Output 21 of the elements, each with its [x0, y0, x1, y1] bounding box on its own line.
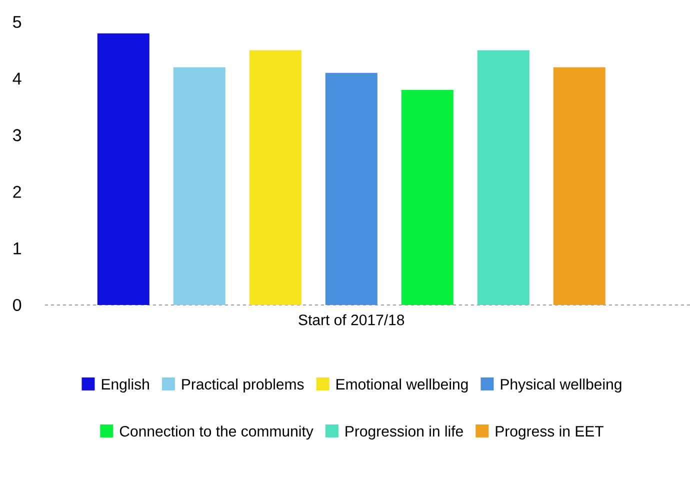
y-tick-label: 1 — [14, 242, 21, 254]
legend-label: English — [102, 378, 149, 393]
y-tick-label: 4 — [12, 72, 22, 84]
bar — [401, 90, 454, 305]
legend-label: Practical problems — [182, 378, 304, 393]
legend-label: Physical wellbeing — [500, 378, 622, 393]
bar — [553, 67, 606, 305]
legend-label: Progression in life — [346, 426, 463, 440]
y-tick-label: 5 — [13, 16, 22, 28]
x-tick-label: Start of 2017/18 — [298, 314, 404, 326]
legend-label: Progress in EET — [496, 426, 604, 440]
y-tick-label: 3 — [12, 129, 22, 142]
bar — [325, 72, 378, 305]
bar — [173, 67, 226, 305]
y-tick-label: 0 — [13, 298, 22, 312]
y-tick-label: 2 — [13, 186, 21, 198]
bar — [477, 50, 530, 305]
legend-label: Connection to the community — [120, 426, 314, 440]
bar — [97, 33, 150, 305]
bar — [249, 50, 302, 305]
legend-label: Emotional wellbeing — [336, 378, 468, 393]
